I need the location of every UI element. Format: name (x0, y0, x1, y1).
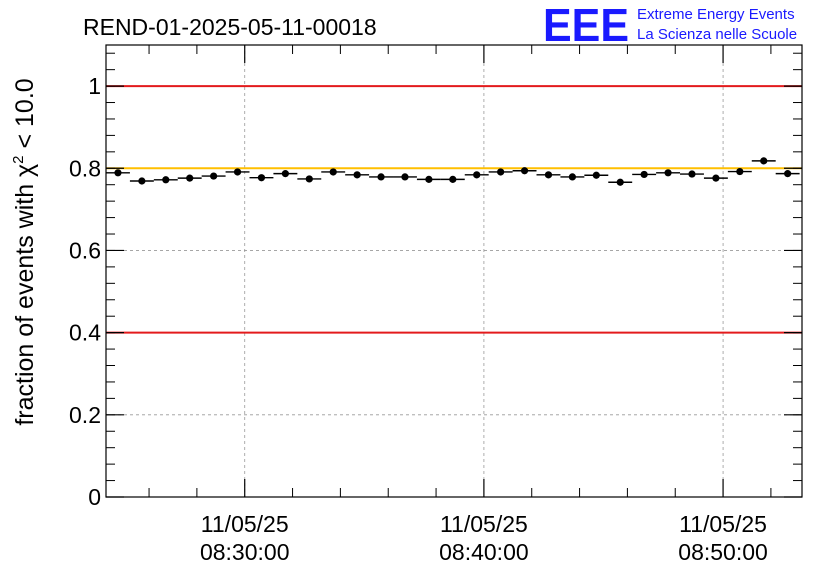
eee-logo: EEE Extreme Energy Events La Scienza nel… (543, 0, 797, 51)
data-point (656, 169, 681, 177)
data-point (393, 173, 417, 181)
data-point-marker (520, 167, 529, 175)
data-point-marker (377, 173, 385, 181)
data-point-marker (138, 177, 146, 185)
data-point-marker (449, 175, 457, 183)
data-point-marker (473, 171, 481, 179)
grid-layer (106, 45, 802, 497)
data-point (560, 173, 585, 181)
data-point-marker (736, 167, 744, 176)
x-tick-date-label: 11/05/25 (679, 511, 767, 537)
data-point-marker (114, 169, 122, 177)
data-point-marker (210, 172, 218, 180)
data-point-marker (592, 171, 600, 179)
data-point (488, 168, 513, 176)
data-point (751, 157, 776, 165)
y-axis-label: fraction of events with χ2 < 10.0 (10, 78, 39, 425)
y-tick-label: 0 (88, 484, 101, 510)
data-point (297, 175, 322, 183)
data-point (177, 174, 202, 182)
data-point (225, 168, 250, 176)
data-point-marker (401, 173, 409, 181)
data-point-marker (640, 170, 648, 179)
tick-labels: 00.20.40.60.8111/05/2508:30:0011/05/2508… (69, 73, 768, 565)
data-point (129, 177, 154, 185)
data-point-marker (305, 175, 313, 183)
data-point (249, 174, 274, 182)
data-points (106, 157, 800, 186)
data-point (321, 168, 346, 176)
y-tick-label: 1 (88, 73, 101, 99)
data-point-marker (162, 176, 170, 184)
data-point (464, 171, 489, 179)
data-point (512, 167, 537, 175)
data-point (536, 171, 561, 179)
data-point (703, 174, 728, 182)
data-point-marker (784, 170, 792, 178)
data-point-marker (616, 178, 624, 186)
data-point (440, 175, 465, 183)
y-axis-label-sup: 2 (10, 155, 27, 163)
data-point (106, 169, 130, 177)
data-point (632, 170, 657, 179)
data-point-marker (353, 171, 361, 179)
axis-ticks (106, 45, 802, 498)
data-point (369, 173, 394, 181)
x-tick-time-label: 08:50:00 (678, 539, 768, 565)
y-axis-label-main: fraction of events with χ (11, 164, 39, 426)
data-point (608, 178, 633, 186)
x-tick-date-label: 11/05/25 (201, 511, 289, 537)
plot-frame (105, 44, 803, 498)
y-tick-label: 0.6 (69, 237, 101, 263)
data-point-marker (712, 174, 720, 182)
data-point-marker (497, 168, 505, 176)
data-point-marker (544, 171, 553, 179)
data-point (416, 175, 441, 183)
data-point-marker (233, 168, 242, 176)
logo-line-2: La Scienza nelle Scuole (637, 26, 797, 43)
chart-title: REND-01-2025-05-11-00018 (83, 14, 377, 40)
data-point-marker (186, 174, 194, 182)
x-tick-time-label: 08:40:00 (439, 539, 529, 565)
y-tick-label: 0.4 (69, 320, 101, 346)
y-tick-label: 0.2 (69, 402, 101, 428)
data-point-marker (688, 170, 696, 178)
data-point (584, 171, 609, 179)
data-point-marker (329, 168, 337, 176)
data-point-marker (257, 174, 266, 182)
data-point (153, 176, 178, 184)
data-point (345, 171, 370, 179)
logo-line-1: Extreme Energy Events (637, 6, 795, 23)
reference-lines (106, 85, 802, 334)
x-tick-time-label: 08:30:00 (200, 539, 290, 565)
data-point-marker (425, 175, 433, 183)
data-point-marker (760, 157, 768, 165)
data-point (273, 170, 298, 178)
data-point (201, 172, 226, 180)
data-point-marker (664, 169, 672, 177)
data-point-marker (568, 173, 576, 181)
data-point (680, 170, 704, 178)
data-point-marker (281, 170, 289, 178)
y-tick-label: 0.8 (69, 155, 101, 181)
data-point (727, 167, 752, 176)
logo-eee-letters: EEE (543, 0, 629, 51)
x-tick-date-label: 11/05/25 (440, 511, 528, 537)
data-point (775, 170, 800, 178)
y-axis-label-tail: < 10.0 (11, 78, 39, 155)
